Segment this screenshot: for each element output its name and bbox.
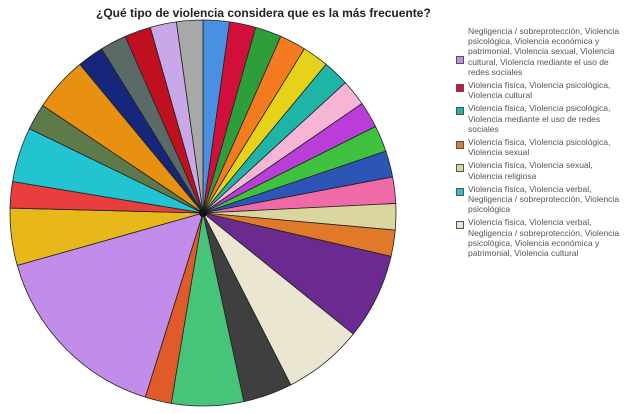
legend-item: Violencia física, Violencia psicológica,…: [456, 137, 624, 157]
legend-swatch: [456, 187, 464, 196]
legend-label: Negligencia / sobreprotección, Violencia…: [468, 26, 620, 77]
legend-item: Negligencia / sobreprotección, Violencia…: [456, 26, 624, 77]
legend-label: Violencia física, Violencia psicológica,…: [468, 103, 611, 134]
legend-label: Violencia física, Violencia psicológica,…: [468, 137, 611, 158]
legend-swatch: [456, 141, 464, 150]
pie-slice-19: [16, 212, 204, 398]
pie-slice-29: [175, 19, 204, 214]
chart-title: ¿Qué tipo de violencia considera que es …: [96, 6, 431, 20]
legend-label: Violencia física, Violencia sexual, Viol…: [468, 160, 593, 181]
legend-item: Violencia física, Violencia verbal, Negl…: [456, 184, 624, 215]
legend-swatch: [456, 107, 464, 116]
legend-item: Violencia física, Violencia psicológica,…: [456, 103, 624, 134]
legend-label: Violencia física, Violencia verbal, Negl…: [468, 217, 620, 259]
legend-item: Violencia física, Violencia sexual, Viol…: [456, 160, 624, 181]
legend-label: Violencia física, Violencia verbal, Negl…: [468, 183, 620, 215]
legend-label: Violencia física, Violencia psicológica,…: [468, 80, 611, 101]
legend-item: Violencia física, Violencia verbal, Negl…: [456, 217, 624, 258]
legend-swatch: [456, 221, 464, 230]
legend-swatch: [456, 56, 464, 64]
legend-swatch: [456, 164, 464, 173]
legend-item: Violencia física, Violencia psicológica,…: [456, 80, 624, 100]
legend-swatch: [456, 84, 464, 93]
legend: Negligencia / sobreprotección, Violencia…: [456, 26, 624, 261]
pie-center: [199, 209, 207, 217]
